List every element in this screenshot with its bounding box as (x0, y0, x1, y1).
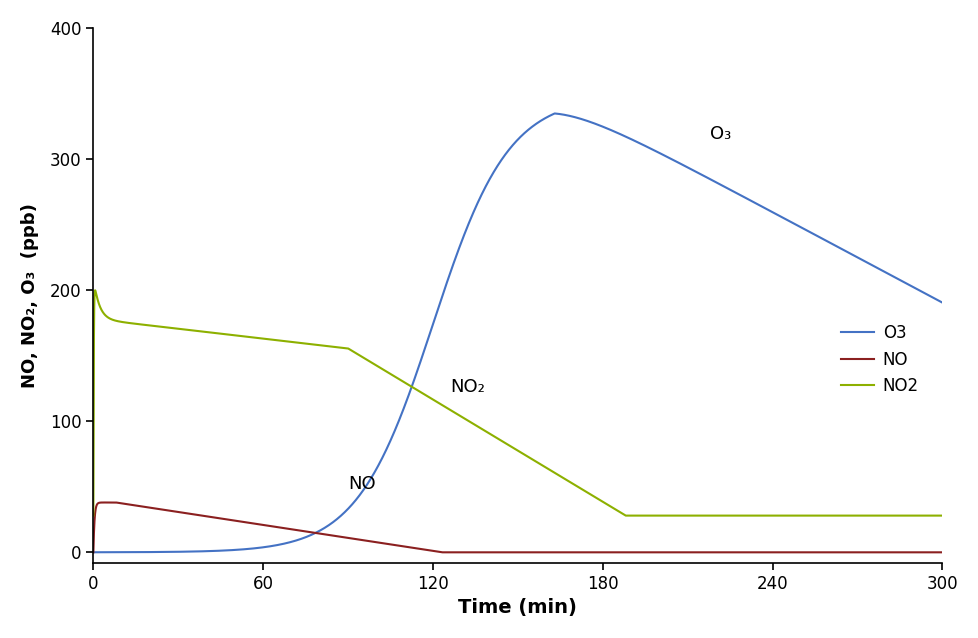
NO (936, 549, 948, 556)
NO (293, 527, 305, 535)
Line: NO2: NO2 (93, 290, 942, 516)
Line: NO: NO (93, 503, 942, 553)
Line: O3: O3 (93, 114, 942, 553)
X-axis label: Time (min): Time (min) (458, 598, 577, 617)
NO (87, 549, 99, 556)
O3 (929, 295, 941, 303)
O3 (293, 536, 305, 544)
Legend: O3, NO, NO2: O3, NO, NO2 (833, 318, 924, 401)
Text: NO: NO (348, 475, 376, 493)
Text: O₃: O₃ (710, 125, 731, 144)
NO2 (407, 384, 419, 392)
O3 (467, 208, 479, 216)
NO2 (285, 338, 296, 346)
NO (929, 549, 941, 556)
NO (407, 544, 419, 552)
O3 (407, 378, 419, 386)
O3 (87, 549, 99, 556)
NO (467, 549, 479, 556)
Y-axis label: NO, NO₂, O₃  (ppb): NO, NO₂, O₃ (ppb) (21, 203, 39, 388)
O3 (289, 537, 300, 545)
NO2 (87, 512, 99, 519)
O3 (285, 538, 296, 546)
NO2 (929, 512, 941, 519)
O3 (549, 110, 560, 117)
NO2 (936, 512, 948, 519)
Text: NO₂: NO₂ (450, 378, 484, 396)
NO (289, 526, 301, 534)
NO2 (467, 420, 479, 428)
NO (285, 525, 296, 533)
NO (110, 499, 121, 507)
NO2 (293, 339, 305, 346)
NO2 (89, 286, 101, 294)
NO2 (289, 339, 301, 346)
O3 (936, 299, 948, 306)
